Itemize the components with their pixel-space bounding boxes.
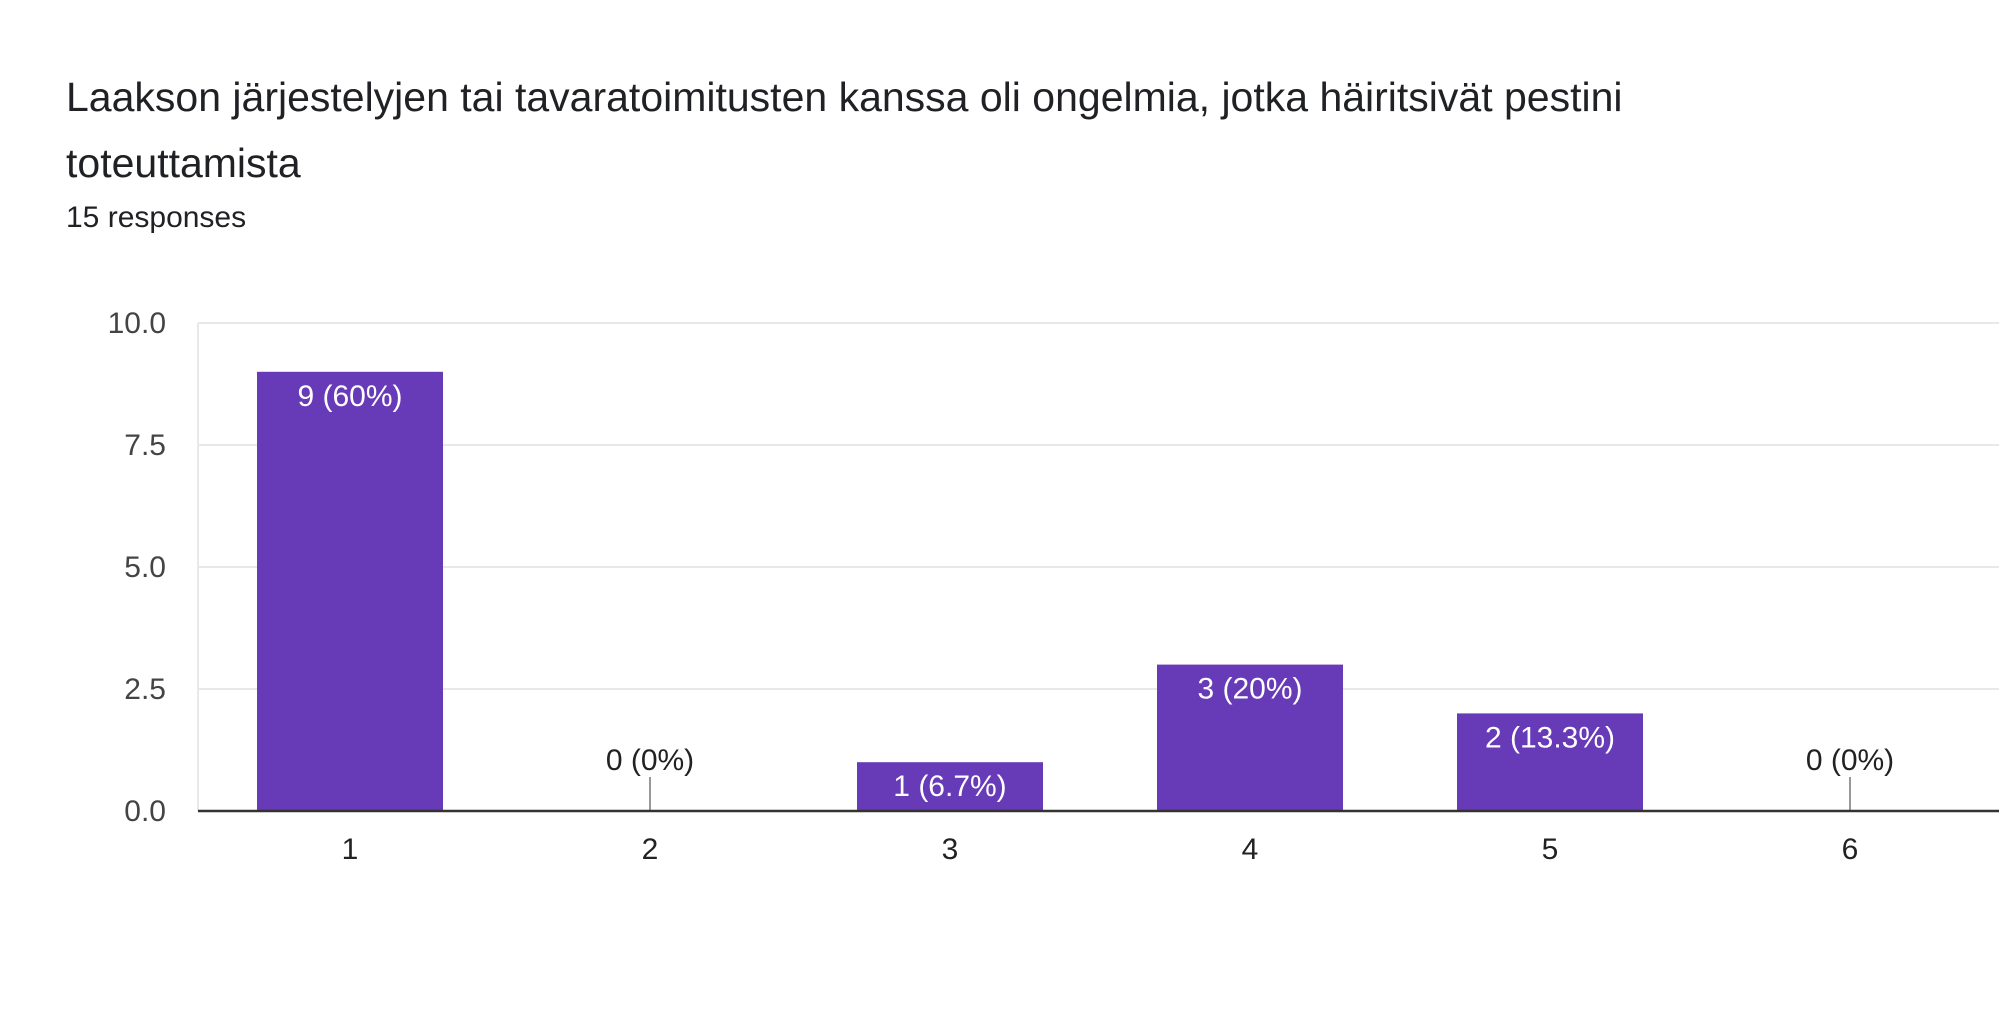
x-category-label: 1 bbox=[342, 833, 359, 866]
x-category-label: 4 bbox=[1242, 833, 1259, 866]
y-tick-label: 5.0 bbox=[124, 551, 166, 584]
chart-title: Laakson järjestelyjen tai tavaratoimitus… bbox=[66, 74, 1623, 186]
y-tick-label: 2.5 bbox=[124, 673, 166, 706]
data-label-1: 9 (60%) bbox=[297, 380, 402, 413]
bar-1 bbox=[257, 371, 443, 811]
response-count: 15 responses bbox=[66, 201, 247, 234]
x-category-label: 2 bbox=[642, 833, 659, 866]
bar-3 bbox=[857, 762, 1043, 811]
data-label-6: 0 (0%) bbox=[1806, 744, 1894, 777]
x-category-label: 6 bbox=[1842, 833, 1859, 866]
y-tick-label: 10.0 bbox=[108, 307, 166, 340]
y-tick-label: 0.0 bbox=[124, 795, 166, 828]
data-label-5: 2 (13.3%) bbox=[1485, 721, 1615, 754]
bar-5 bbox=[1457, 713, 1643, 811]
data-label-2: 0 (0%) bbox=[606, 744, 694, 777]
bar-4 bbox=[1157, 664, 1343, 811]
data-label-4: 3 (20%) bbox=[1197, 673, 1302, 706]
y-tick-label: 7.5 bbox=[124, 429, 166, 462]
x-category-label: 5 bbox=[1542, 833, 1559, 866]
x-category-label: 3 bbox=[942, 833, 959, 866]
data-label-3: 1 (6.7%) bbox=[893, 770, 1006, 803]
